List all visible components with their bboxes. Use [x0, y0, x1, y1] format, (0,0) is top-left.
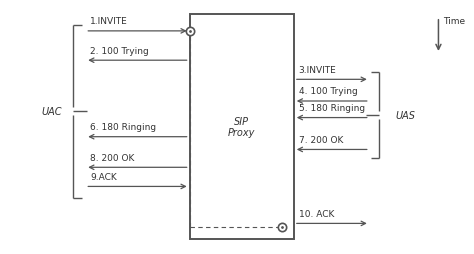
Text: 5. 180 Ringing: 5. 180 Ringing	[299, 104, 365, 113]
Bar	[190, 15, 294, 239]
Text: 8. 200 OK: 8. 200 OK	[90, 153, 135, 162]
Text: 1.INVITE: 1.INVITE	[90, 17, 128, 26]
Text: 3.INVITE: 3.INVITE	[299, 66, 337, 74]
Text: 10. ACK: 10. ACK	[299, 209, 334, 218]
Text: UAC: UAC	[42, 107, 63, 117]
Text: 9.ACK: 9.ACK	[90, 172, 117, 181]
Text: 2. 100 Trying: 2. 100 Trying	[90, 46, 149, 55]
Text: Time: Time	[443, 17, 465, 25]
Text: SIP
Proxy: SIP Proxy	[228, 116, 255, 138]
Text: 6. 180 Ringing: 6. 180 Ringing	[90, 123, 156, 132]
Text: 7. 200 OK: 7. 200 OK	[299, 135, 343, 144]
Text: UAS: UAS	[395, 110, 415, 121]
Text: 4. 100 Trying: 4. 100 Trying	[299, 87, 357, 96]
